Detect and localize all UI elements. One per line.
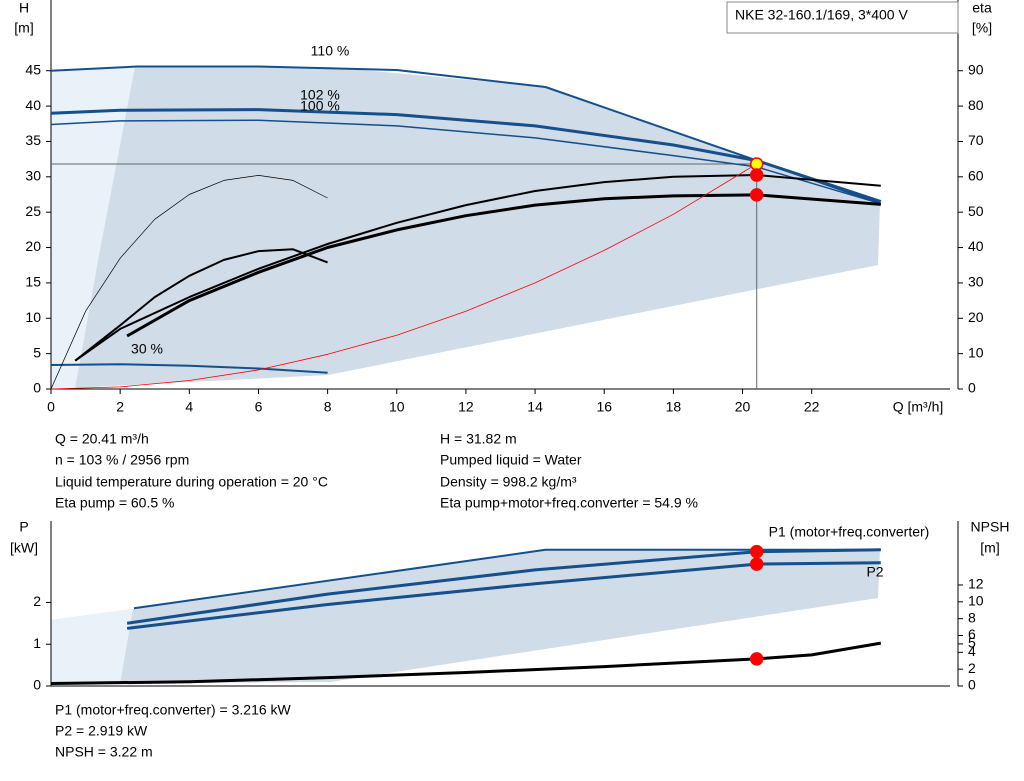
curve [126,193,881,338]
curve-label: P2 [866,564,883,580]
title: NKE 32-160.1/169, 3*400 V [735,7,908,23]
y-tick-label: 20 [25,238,41,254]
y2-tick-label: 0 [968,677,976,693]
y-tick-label: 25 [25,203,41,219]
title-box [726,1,959,34]
curve [74,248,328,362]
duty-point [749,557,764,571]
curve [126,561,881,630]
x-tick-label: 4 [185,399,193,415]
y-tick-label: 5 [33,344,41,360]
duty-point [749,544,764,559]
curve-label: P1 (motor+freq.converter) [769,524,930,540]
y-label: H [19,0,29,16]
x-tick-label: 10 [389,399,405,415]
curve [126,548,881,625]
curve [50,65,882,205]
info-line: Liquid temperature during operation = 20… [55,474,328,490]
y2-tick-label: 8 [968,609,976,625]
x-tick-label: 6 [255,399,263,415]
y-tick-label: 1 [33,635,41,651]
curve [50,175,328,390]
y2-label: NPSH [971,519,1010,535]
curve [50,119,882,205]
x-tick-label: 16 [596,399,612,415]
duty-point [749,188,764,202]
y-tick-label: 0 [33,380,41,396]
y2-tick-label: 2 [968,660,976,676]
y-tick-label: 35 [25,132,41,148]
info-line: Pumped liquid = Water [440,452,582,468]
info-line: Density = 998.2 kg/m³ [440,474,577,490]
y2-tick-label: 50 [968,203,984,219]
operating-range [51,67,880,389]
info-line: Eta pump+motor+freq.converter = 54.9 % [440,495,698,511]
x-tick-label: 12 [458,399,474,415]
y2-tick-label: 12 [968,576,984,592]
y-tick-label: 30 [25,168,41,184]
curve-label: 100 % [300,98,340,114]
info-line: P2 = 2.919 kW [55,723,148,739]
info-line: NPSH = 3.22 m [55,744,153,760]
y2-unit: [m] [980,540,999,556]
y2-tick-label: 6 [968,626,976,642]
curve [50,363,328,374]
curve-label: 110 % [311,43,350,59]
y2-tick-label: 0 [968,380,976,396]
duty-point [749,168,764,182]
x-tick-label: 18 [666,399,682,415]
curve [74,174,881,362]
info-line: Eta pump = 60.5 % [55,495,174,511]
y-unit: [m] [14,20,33,36]
y2-tick-label: 4 [968,643,976,659]
x-tick-label: 14 [527,399,543,415]
x-label: Q [m³/h] [893,399,944,415]
y2-tick-label: 90 [968,61,984,77]
y2-tick-label: 30 [968,274,984,290]
x-tick-label: 8 [324,399,332,415]
curve-label: 102 % [300,87,340,103]
y-tick-label: 10 [25,309,41,325]
duty-point [749,652,764,666]
y-tick-label: 40 [25,97,41,113]
y2-tick-label: 5 [968,635,976,651]
x-tick-label: 20 [735,399,751,415]
x-tick-label: 0 [47,399,55,415]
curve [133,548,881,610]
y2-tick-label: 10 [968,593,984,609]
curve-label: 30 % [131,341,163,357]
operating-range [51,549,880,684]
y2-tick-label: 20 [968,309,984,325]
x-tick-label: 22 [804,399,820,415]
y-tick-label: 15 [25,274,41,290]
info-line: H = 31.82 m [440,431,517,447]
info-line: Q = 20.41 m³/h [55,431,149,447]
y2-label: eta [972,0,992,16]
range-edge [51,609,133,684]
curve [50,641,882,685]
range-edge [51,67,135,389]
y-tick-label: 0 [33,677,41,693]
y2-tick-label: 40 [968,238,984,254]
info-line: P1 (motor+freq.converter) = 3.216 kW [55,702,292,718]
curve [50,163,757,390]
duty-point [749,157,764,171]
y2-tick-label: 80 [968,97,984,113]
y2-tick-label: 70 [968,132,984,148]
y2-tick-label: 10 [968,344,984,360]
x-tick-label: 2 [116,399,124,415]
y-tick-label: 45 [25,61,41,77]
y2-tick-label: 60 [968,168,984,184]
y-unit: [kW] [10,540,38,556]
y-label: P [19,519,28,535]
y-tick-label: 2 [33,593,41,609]
y2-unit: [%] [972,20,992,36]
info-line: n = 103 % / 2956 rpm [55,452,189,468]
curve [50,108,882,204]
